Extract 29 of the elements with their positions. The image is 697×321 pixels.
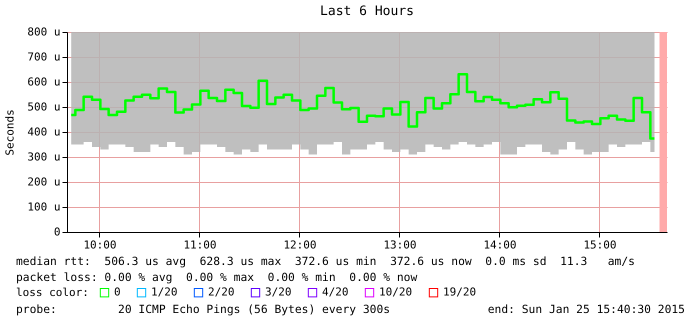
legend-label: 3/20 xyxy=(265,286,292,299)
y-tick-label: 100 u xyxy=(27,200,60,214)
x-tick-label: 11:00 xyxy=(183,238,217,252)
x-tick-label: 13:00 xyxy=(383,238,417,252)
y-tick-label: 800 u xyxy=(27,26,60,38)
y-tick-label: 500 u xyxy=(27,100,60,114)
x-tick-label: 10:00 xyxy=(83,238,117,252)
y-tick-label: 400 u xyxy=(27,126,60,138)
legend-label: 2/20 xyxy=(208,286,234,299)
y-tick-label: 0 xyxy=(54,226,60,238)
x-tick-label: 12:00 xyxy=(283,238,317,252)
y-tick-label: 200 u xyxy=(27,176,60,188)
y-axis-title: Seconds xyxy=(3,109,16,156)
text: packet loss: 0.00 % avg 0.00 % max 0.00 % min 0.00 % now xyxy=(16,271,418,284)
legend-title: loss color: xyxy=(16,286,89,299)
legend-label: 1/20 xyxy=(151,286,178,299)
y-tick-label: 300 u xyxy=(27,150,60,164)
x-tick-label: 14:00 xyxy=(483,238,517,252)
y-tick-label: 700 u xyxy=(27,50,60,64)
legend-label: 19/20 xyxy=(443,286,476,299)
x-tick-label: 15:00 xyxy=(583,238,617,252)
legend-label: 4/20 xyxy=(322,286,348,299)
text: end: Sun Jan 25 15:40:30 2015 xyxy=(488,303,685,316)
legend-label: 10/20 xyxy=(379,286,412,299)
chart-title: Last 6 Hours xyxy=(320,4,414,19)
y-tick-label: 600 u xyxy=(27,76,60,88)
text: probe: 20 ICMP Echo Pings (56 Bytes) every 300s xyxy=(16,303,390,316)
text: median rtt: 506.3 us avg 628.3 us max 372.6 us min 372.6 us now 0.0 ms sd 11.3 am/s xyxy=(16,255,635,268)
legend-label: 0 xyxy=(114,286,121,299)
